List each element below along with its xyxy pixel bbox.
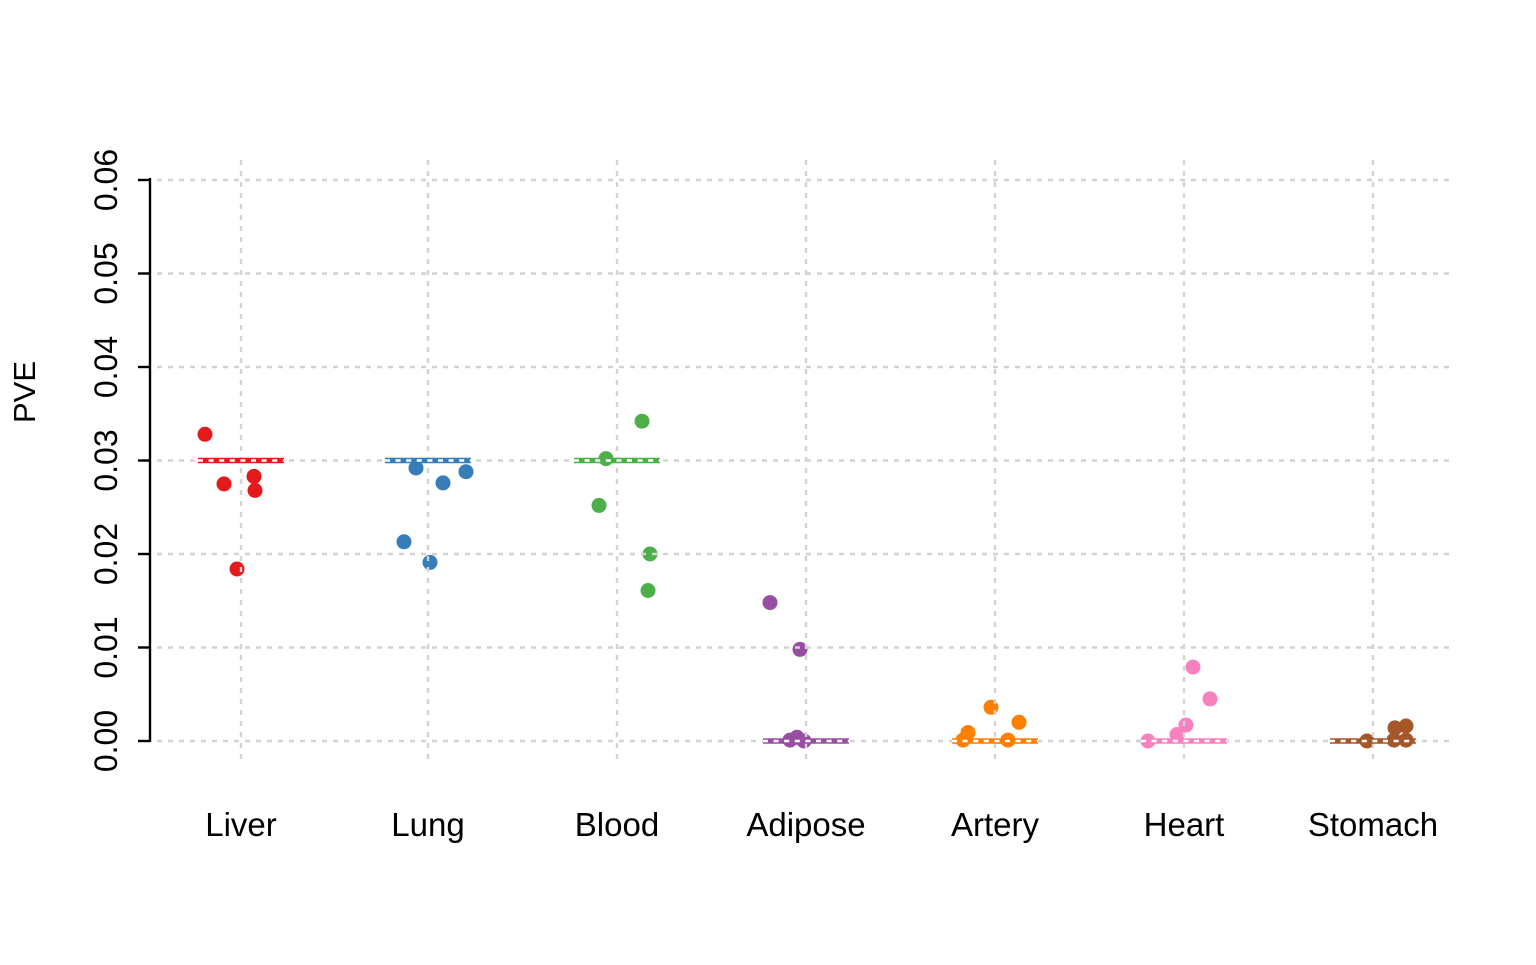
data-points-layer <box>197 413 1414 749</box>
x-category-label-lung: Lung <box>391 806 464 843</box>
y-tick-label: 0.01 <box>88 616 124 678</box>
x-category-label-heart: Heart <box>1144 806 1225 843</box>
x-category-label-adipose: Adipose <box>746 806 865 843</box>
x-category-label-stomach: Stomach <box>1308 806 1438 843</box>
grid-layer <box>157 160 1455 763</box>
y-tick-label: 0.05 <box>88 242 124 304</box>
data-point-liver <box>247 482 263 498</box>
data-point-liver <box>197 426 213 442</box>
y-tick-label: 0.00 <box>88 710 124 772</box>
data-point-lung <box>458 464 474 480</box>
y-tick-label: 0.04 <box>88 336 124 398</box>
y-tick-label: 0.02 <box>88 523 124 585</box>
x-category-labels: Liver Lung Blood Adipose Artery Heart Stomach <box>205 806 1438 843</box>
data-point-lung <box>396 534 412 550</box>
data-point-liver <box>229 561 245 577</box>
data-point-heart <box>1202 691 1218 707</box>
data-point-blood <box>634 413 650 429</box>
data-point-stomach <box>1387 720 1403 736</box>
data-point-liver <box>216 476 232 492</box>
data-point-adipose <box>792 641 808 657</box>
data-point-liver <box>246 468 262 484</box>
data-point-blood <box>642 546 658 562</box>
data-point-heart <box>1178 717 1194 733</box>
data-point-artery <box>983 699 999 715</box>
data-point-blood <box>640 583 656 598</box>
data-point-lung <box>408 460 424 476</box>
y-axis-title: PVE <box>7 361 42 423</box>
x-category-label-blood: Blood <box>575 806 659 843</box>
data-point-heart <box>1185 659 1201 675</box>
y-tick-labels: 0.00 0.01 0.02 0.03 0.04 0.05 0.06 <box>88 149 124 772</box>
x-category-label-artery: Artery <box>951 806 1040 843</box>
y-axis <box>138 178 152 743</box>
y-axis-title-text: PVE <box>7 361 42 423</box>
data-point-lung <box>435 475 451 491</box>
y-tick-label: 0.06 <box>88 149 124 211</box>
data-point-adipose <box>762 595 778 611</box>
median-lines-layer <box>198 457 1416 744</box>
y-tick-label: 0.03 <box>88 429 124 491</box>
data-point-lung <box>422 554 438 570</box>
data-point-artery <box>1011 714 1027 730</box>
data-point-blood <box>591 497 607 513</box>
x-category-label-liver: Liver <box>205 806 277 843</box>
